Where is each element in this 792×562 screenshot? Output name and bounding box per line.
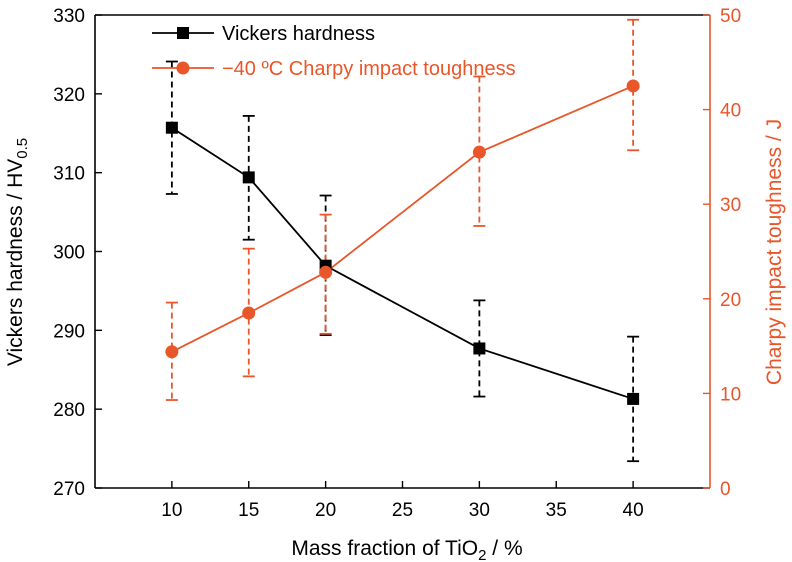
y-left-tick-label: 320	[53, 85, 85, 106]
y-right-tick-label: 20	[720, 290, 741, 311]
legend-marker-square	[177, 27, 189, 39]
y-left-tick-label: 270	[53, 479, 85, 500]
series-line-2	[171, 85, 634, 353]
x-tick-label: 10	[161, 500, 182, 521]
x-tick-label: 20	[315, 500, 336, 521]
data-point-circle	[472, 145, 486, 159]
y-left-tick-label: 280	[53, 400, 85, 421]
legend: Vickers hardness −40 ºC Charpy impact tou…	[152, 23, 516, 80]
data-point-square	[165, 121, 178, 134]
data-point-square	[473, 342, 486, 355]
y-right-axis-title: Charpy impact toughness / J	[763, 119, 786, 385]
error-bars	[165, 18, 640, 463]
y-left-tick-label: 290	[53, 321, 85, 342]
data-point-circle	[165, 345, 179, 359]
data-point-circle	[319, 265, 333, 279]
y-right-tick-label: 10	[720, 384, 741, 405]
x-tick-label: 25	[392, 500, 413, 521]
axis-ticks: 10 15 20 25 30 35 40 270 280 290 300 310 320 330 0 10 20…	[53, 6, 741, 521]
data-point-circle	[626, 79, 640, 93]
y-left-tick-label: 300	[53, 243, 85, 264]
legend-marker-circle	[176, 61, 190, 75]
x-tick-label: 35	[546, 500, 567, 521]
x-tick-label: 15	[238, 500, 259, 521]
plot-frame	[94, 14, 711, 489]
x-tick-label: 30	[469, 500, 490, 521]
series-markers	[165, 79, 640, 405]
x-axis-title: Mass fraction of TiO2 / %	[291, 537, 522, 562]
data-point-square	[627, 392, 640, 405]
y-right-tick-label: 30	[720, 195, 741, 216]
y-right-tick-label: 0	[720, 479, 731, 500]
y-left-axis-title: Vickers hardness / HV0.5	[4, 138, 31, 366]
x-tick-label: 40	[623, 500, 644, 521]
data-point-circle	[242, 306, 256, 320]
legend-label-2: −40 ºC Charpy impact toughness	[222, 58, 516, 80]
data-point-square	[242, 171, 255, 184]
series-lines	[171, 85, 634, 400]
y-left-tick-label: 330	[53, 6, 85, 27]
legend-label-1: Vickers hardness	[222, 23, 375, 45]
y-right-tick-label: 50	[720, 6, 741, 27]
series-line-1	[171, 126, 634, 400]
y-right-tick-label: 40	[720, 101, 741, 122]
y-left-tick-label: 310	[53, 164, 85, 185]
